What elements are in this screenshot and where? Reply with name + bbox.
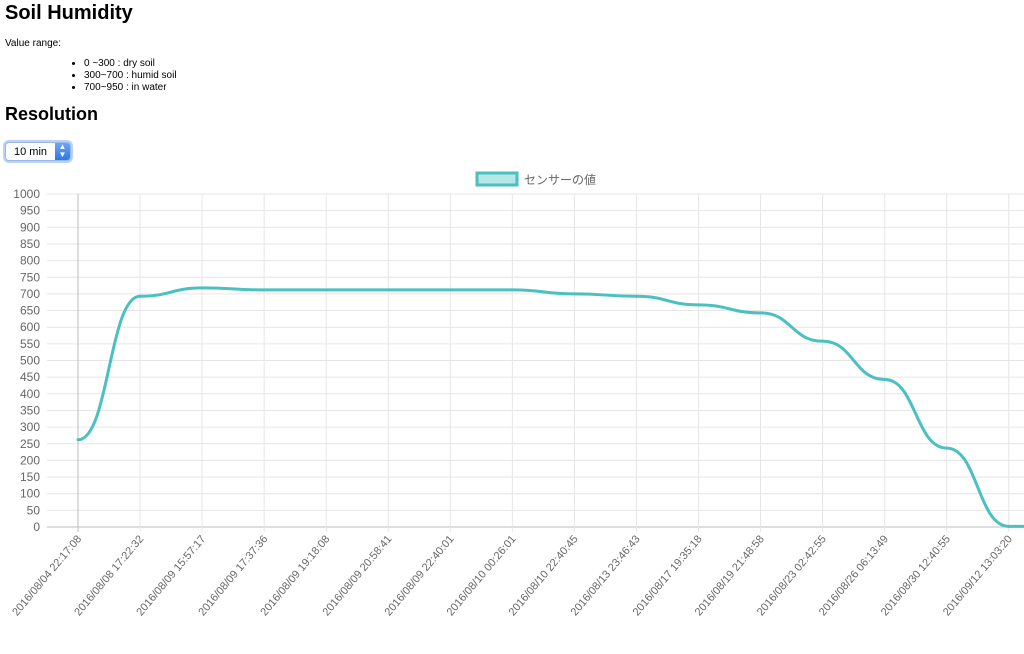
- y-tick-label: 250: [20, 437, 40, 451]
- data-point: [759, 311, 763, 315]
- y-tick-label: 850: [20, 237, 40, 251]
- data-point: [138, 294, 142, 298]
- data-point: [1007, 524, 1011, 528]
- y-tick-label: 300: [20, 420, 40, 434]
- x-tick-label: 2016/08/09 19:18:08: [258, 533, 332, 618]
- value-range-label: Value range:: [5, 38, 61, 49]
- y-tick-label: 800: [20, 254, 40, 268]
- y-tick-label: 150: [20, 470, 40, 484]
- x-tick-label: 2016/08/10 00:26:01: [445, 533, 519, 618]
- x-tick-label: 2016/09/12 13:03:20: [941, 533, 1015, 618]
- x-tick-label: 2016/08/09 15:57:17: [134, 533, 208, 618]
- x-tick-label: 2016/08/30 12:40:55: [879, 533, 953, 618]
- y-tick-label: 0: [33, 520, 40, 534]
- range-item-dry: 0 ~300 : dry soil: [84, 58, 177, 70]
- y-tick-label: 500: [20, 354, 40, 368]
- x-tick-label: 2016/08/13 23:46:43: [569, 533, 643, 618]
- data-point: [821, 339, 825, 343]
- data-point: [200, 286, 204, 290]
- x-tick-label: 2016/08/08 17:22:32: [72, 533, 146, 618]
- range-item-humid: 300~700 : humid soil: [84, 70, 177, 82]
- x-tick-label: 2016/08/19 21:48:58: [693, 533, 767, 618]
- chevron-updown-icon: ▲ ▼: [55, 143, 70, 160]
- data-point: [510, 288, 514, 292]
- y-tick-label: 1000: [13, 187, 40, 201]
- x-tick-label: 2016/08/26 06:13:49: [817, 533, 891, 618]
- resolution-select[interactable]: 10 min ▲ ▼: [5, 142, 71, 161]
- data-point: [448, 288, 452, 292]
- y-tick-label: 900: [20, 220, 40, 234]
- data-point: [697, 303, 700, 307]
- data-point: [945, 446, 949, 450]
- value-range-list: 0 ~300 : dry soil 300~700 : humid soil 7…: [70, 58, 177, 94]
- x-tick-label: 2016/08/09 17:37:36: [196, 533, 270, 618]
- y-tick-label: 200: [20, 453, 40, 467]
- data-point: [572, 292, 576, 296]
- y-tick-label: 650: [20, 304, 40, 318]
- data-point: [262, 288, 266, 292]
- y-tick-label: 950: [20, 204, 40, 218]
- data-point: [76, 438, 80, 442]
- y-tick-label: 100: [20, 487, 40, 501]
- line-chart: 0 50 100 150 200 250 300 350 400 450 500 550 600 650 7…: [10, 171, 1024, 618]
- resolution-select-value: 10 min: [14, 146, 48, 158]
- y-tick-label: 350: [20, 403, 40, 417]
- data-point: [883, 377, 887, 381]
- y-tick-label: 750: [20, 270, 40, 284]
- data-point: [634, 294, 638, 298]
- x-tick-label: 2016/08/17 19:35:18: [631, 533, 705, 618]
- y-tick-label: 450: [20, 370, 40, 384]
- x-tick-label: 2016/08/09 22:40:01: [383, 533, 457, 618]
- x-tick-label: 2016/08/10 22:40:45: [507, 533, 581, 618]
- y-tick-label: 700: [20, 287, 40, 301]
- y-tick-label: 400: [20, 387, 40, 401]
- legend-label: センサーの値: [524, 172, 596, 187]
- page-title: Soil Humidity: [5, 2, 133, 24]
- range-item-water: 700~950 : in water: [84, 82, 177, 94]
- y-tick-label: 50: [27, 503, 41, 517]
- data-point: [386, 288, 390, 292]
- y-tick-label: 600: [20, 320, 40, 334]
- x-tick-label: 2016/08/04 22:17:08: [10, 533, 84, 618]
- y-tick-label: 550: [20, 337, 40, 351]
- legend-swatch: [475, 171, 519, 187]
- data-point: [324, 288, 328, 292]
- x-tick-label: 2016/08/23 02:42:55: [755, 533, 829, 618]
- resolution-title: Resolution: [5, 104, 98, 124]
- series-line: [77, 286, 1024, 528]
- x-tick-label: 2016/08/09 20:58:41: [320, 533, 394, 618]
